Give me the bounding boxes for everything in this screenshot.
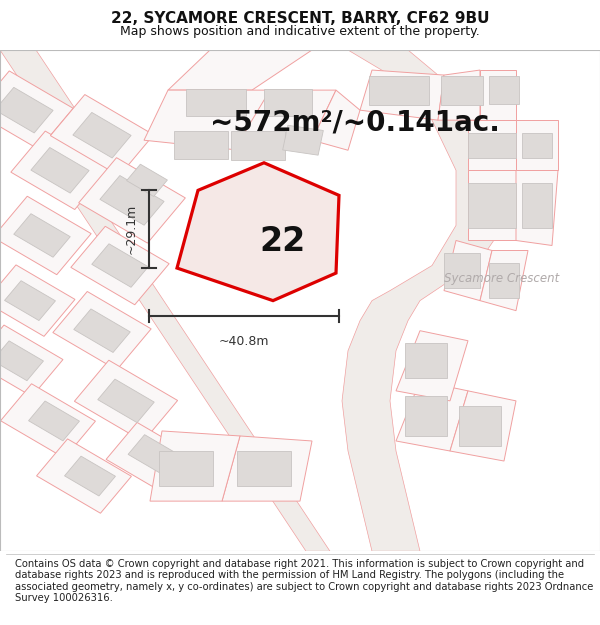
Polygon shape	[65, 456, 115, 496]
Polygon shape	[11, 131, 109, 209]
Polygon shape	[0, 88, 53, 133]
Polygon shape	[231, 131, 285, 160]
Polygon shape	[0, 325, 63, 396]
Polygon shape	[468, 170, 516, 241]
Polygon shape	[159, 451, 213, 486]
Polygon shape	[127, 164, 167, 196]
Polygon shape	[73, 112, 131, 158]
Polygon shape	[522, 132, 552, 158]
Polygon shape	[50, 94, 154, 176]
Polygon shape	[441, 76, 483, 104]
Text: ~572m²/~0.141ac.: ~572m²/~0.141ac.	[210, 109, 500, 137]
Polygon shape	[312, 90, 360, 150]
Polygon shape	[480, 70, 516, 120]
Polygon shape	[450, 391, 516, 461]
Polygon shape	[459, 406, 501, 446]
Polygon shape	[79, 158, 185, 243]
Polygon shape	[53, 291, 151, 370]
Polygon shape	[405, 396, 447, 436]
Polygon shape	[1, 384, 95, 458]
Text: ~29.1m: ~29.1m	[125, 204, 138, 254]
Polygon shape	[0, 90, 330, 551]
Polygon shape	[240, 90, 336, 140]
Polygon shape	[144, 90, 270, 150]
Polygon shape	[100, 176, 164, 225]
Polygon shape	[37, 439, 131, 513]
Polygon shape	[396, 381, 468, 451]
Polygon shape	[438, 70, 480, 120]
Polygon shape	[405, 343, 447, 378]
Polygon shape	[283, 125, 323, 155]
Polygon shape	[92, 244, 148, 288]
Polygon shape	[0, 341, 43, 381]
Polygon shape	[444, 253, 480, 288]
Polygon shape	[31, 148, 89, 193]
Polygon shape	[174, 131, 228, 159]
Text: 22: 22	[259, 225, 305, 258]
Polygon shape	[237, 451, 291, 486]
Polygon shape	[444, 241, 492, 301]
Polygon shape	[0, 265, 75, 336]
Polygon shape	[489, 263, 519, 298]
Polygon shape	[360, 70, 444, 120]
Polygon shape	[522, 183, 552, 228]
Polygon shape	[342, 50, 504, 551]
Polygon shape	[29, 401, 79, 441]
Polygon shape	[98, 379, 154, 423]
Polygon shape	[186, 89, 246, 116]
Polygon shape	[0, 71, 73, 149]
Polygon shape	[0, 196, 91, 274]
Polygon shape	[0, 50, 96, 140]
Polygon shape	[71, 226, 169, 305]
Text: Map shows position and indicative extent of the property.: Map shows position and indicative extent…	[120, 24, 480, 38]
Polygon shape	[369, 76, 429, 104]
Text: Contains OS data © Crown copyright and database right 2021. This information is : Contains OS data © Crown copyright and d…	[15, 559, 593, 603]
Polygon shape	[264, 89, 312, 116]
Polygon shape	[150, 431, 240, 501]
Polygon shape	[468, 120, 516, 170]
Text: Sycamore Crescent: Sycamore Crescent	[444, 272, 559, 284]
Text: ~40.8m: ~40.8m	[218, 335, 269, 348]
Polygon shape	[106, 422, 206, 499]
Polygon shape	[5, 281, 55, 321]
Polygon shape	[128, 434, 184, 478]
Polygon shape	[516, 120, 558, 170]
Polygon shape	[177, 162, 339, 301]
Polygon shape	[468, 132, 516, 158]
Polygon shape	[396, 331, 468, 401]
Polygon shape	[489, 76, 519, 104]
Polygon shape	[74, 360, 178, 441]
Polygon shape	[14, 214, 70, 258]
Polygon shape	[468, 183, 516, 228]
Polygon shape	[480, 251, 528, 311]
Polygon shape	[168, 50, 312, 90]
Polygon shape	[74, 309, 130, 352]
Polygon shape	[516, 170, 558, 246]
Polygon shape	[222, 436, 312, 501]
Text: 22, SYCAMORE CRESCENT, BARRY, CF62 9BU: 22, SYCAMORE CRESCENT, BARRY, CF62 9BU	[111, 11, 489, 26]
